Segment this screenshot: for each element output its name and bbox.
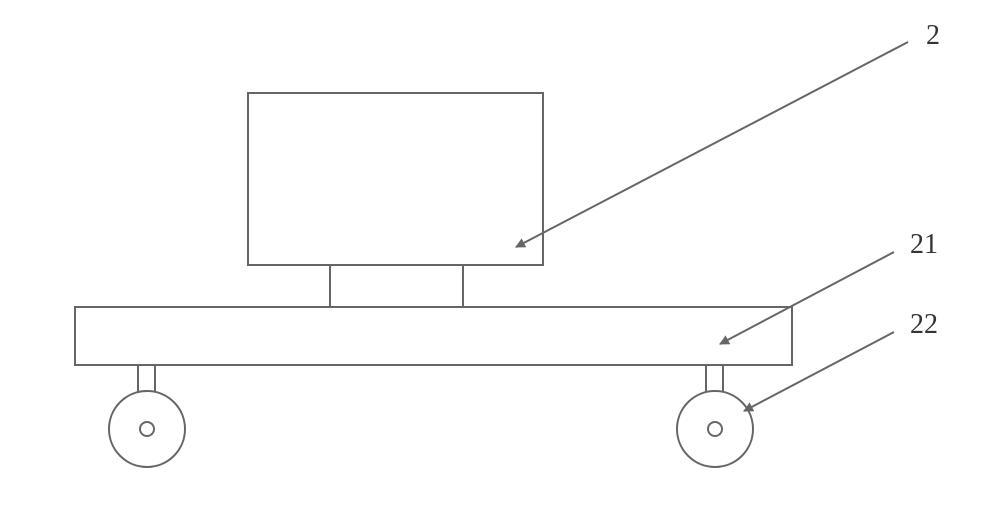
callout-line-2	[516, 42, 908, 247]
callout-label-2: 2	[926, 22, 940, 50]
wheel_left-outer	[109, 391, 185, 467]
diagram-svg	[0, 0, 1000, 523]
callout-label-22: 22	[910, 311, 938, 339]
diagram-canvas: 2 21 22	[0, 0, 1000, 523]
monitor_body	[248, 93, 543, 265]
callout-label-21: 21	[910, 231, 938, 259]
base_bar	[75, 307, 792, 365]
monitor_stand	[330, 265, 463, 307]
wheel_right-outer	[677, 391, 753, 467]
callout-line-21	[720, 252, 894, 344]
